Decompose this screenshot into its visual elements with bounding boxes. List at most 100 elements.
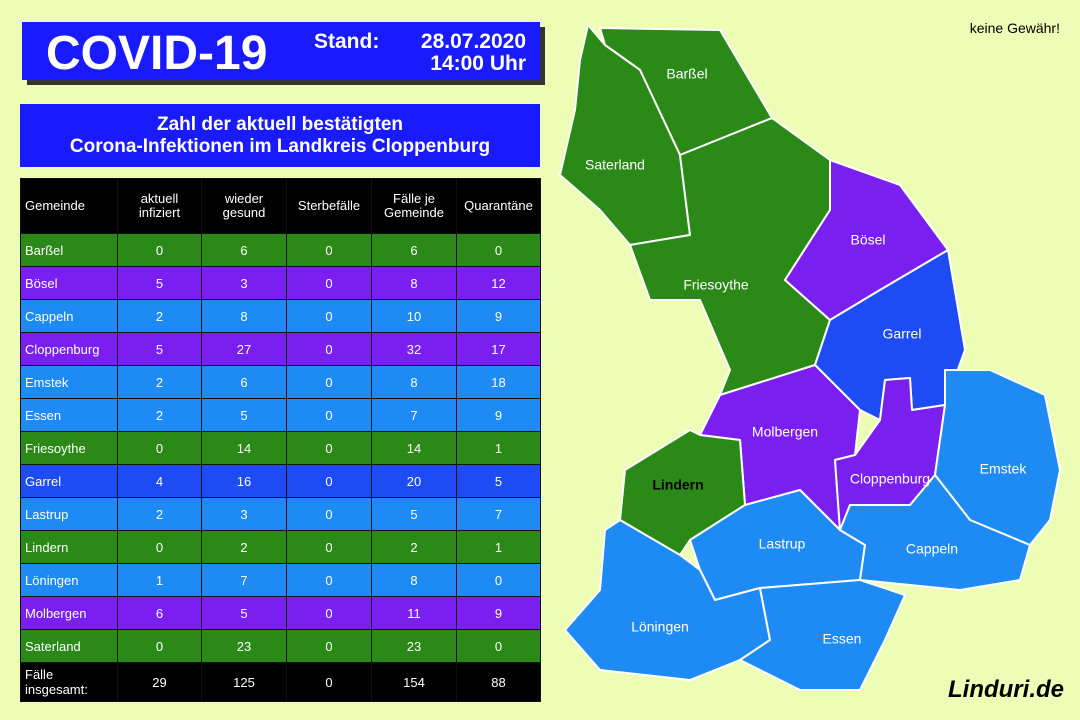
cell: 16 xyxy=(201,464,287,498)
region-label: Löningen xyxy=(631,619,689,635)
cell: 0 xyxy=(286,431,372,465)
cell: 0 xyxy=(456,563,541,597)
column-header: Gemeinde xyxy=(20,178,118,234)
cell: 0 xyxy=(117,530,202,564)
total-cell: 0 xyxy=(286,662,372,702)
cell: 7 xyxy=(201,563,287,597)
region-label: Essen xyxy=(823,631,862,647)
region-label: Lastrup xyxy=(759,536,806,552)
cell: 0 xyxy=(286,299,372,333)
cell: 2 xyxy=(201,530,287,564)
cell: 7 xyxy=(456,497,541,531)
table-row: Bösel 5 3 0 8 12 xyxy=(20,266,541,300)
cell: 6 xyxy=(201,365,287,399)
cell: 6 xyxy=(117,596,202,630)
cell: 0 xyxy=(286,596,372,630)
cell: 0 xyxy=(117,431,202,465)
cell: 5 xyxy=(117,266,202,300)
subtitle-line: Corona-Infektionen im Landkreis Cloppenb… xyxy=(69,136,491,157)
region-label: Emstek xyxy=(980,461,1028,477)
table: Gemeinde aktuell infiziert wieder gesund St… xyxy=(20,178,541,702)
row-label: Bösel xyxy=(20,266,118,300)
row-label: Lindern xyxy=(20,530,118,564)
region-label: Garrel xyxy=(883,326,922,342)
table-row: Cappeln 2 8 0 10 9 xyxy=(20,299,541,333)
cell: 12 xyxy=(456,266,541,300)
cell: 6 xyxy=(371,233,457,267)
row-label: Barßel xyxy=(20,233,118,267)
date: 28.07.2020 xyxy=(420,30,526,53)
row-label: Emstek xyxy=(20,365,118,399)
column-header: Quarantäne xyxy=(456,178,541,234)
subtitle-line: Zahl der aktuell bestätigten xyxy=(157,114,403,135)
stand-label: Stand: xyxy=(314,30,380,53)
cell: 14 xyxy=(371,431,457,465)
cell: 0 xyxy=(286,629,372,663)
total-cell: 29 xyxy=(117,662,202,702)
cell: 5 xyxy=(456,464,541,498)
region-label: Friesoythe xyxy=(683,277,749,293)
cell: 6 xyxy=(201,233,287,267)
region-label: Cappeln xyxy=(906,541,958,557)
cell: 3 xyxy=(201,266,287,300)
region-label: Barßel xyxy=(666,66,707,82)
subtitle: Zahl der aktuell bestätigten Corona-Infe… xyxy=(20,104,540,167)
cell: 0 xyxy=(117,233,202,267)
column-header: Sterbefälle xyxy=(286,178,372,234)
cell: 11 xyxy=(371,596,457,630)
total-cell: 154 xyxy=(371,662,457,702)
region xyxy=(739,579,906,691)
region xyxy=(839,474,1031,591)
cell: 27 xyxy=(201,332,287,366)
cell: 5 xyxy=(201,398,287,432)
header-row: Gemeinde aktuell infiziert wieder gesund St… xyxy=(20,178,541,234)
table-row: Lindern 0 2 0 2 1 xyxy=(20,530,541,564)
cell: 0 xyxy=(286,563,372,597)
cell: 14 xyxy=(201,431,287,465)
disclaimer: keine Gewähr! xyxy=(969,20,1060,36)
cell: 2 xyxy=(117,299,202,333)
table-row: Lastrup 2 3 0 5 7 xyxy=(20,497,541,531)
cell: 0 xyxy=(456,233,541,267)
cell: 23 xyxy=(371,629,457,663)
region-label: Cloppenburg xyxy=(850,471,930,487)
table-row: Barßel 0 6 0 6 0 xyxy=(20,233,541,267)
row-label: Friesoythe xyxy=(20,431,118,465)
cell: 7 xyxy=(371,398,457,432)
table-row: Essen 2 5 0 7 9 xyxy=(20,398,541,432)
cell: 8 xyxy=(201,299,287,333)
row-label: Essen xyxy=(20,398,118,432)
cell: 9 xyxy=(456,299,541,333)
cell: 2 xyxy=(117,365,202,399)
header: COVID-19 Stand: 28.07.2020 14:00 Uhr xyxy=(22,22,540,80)
cell: 0 xyxy=(286,464,372,498)
cell: 0 xyxy=(286,266,372,300)
region-label: Saterland xyxy=(585,157,645,173)
cell: 10 xyxy=(371,299,457,333)
cell: 1 xyxy=(456,530,541,564)
cell: 8 xyxy=(371,365,457,399)
region-label: Molbergen xyxy=(752,424,818,440)
region-label: Bösel xyxy=(850,232,885,248)
cell: 0 xyxy=(286,398,372,432)
time: 14:00 Uhr xyxy=(430,52,526,75)
table-row: Emstek 2 6 0 8 18 xyxy=(20,365,541,399)
cell: 32 xyxy=(371,332,457,366)
cell: 8 xyxy=(371,266,457,300)
table-row: Cloppenburg 5 27 0 32 17 xyxy=(20,332,541,366)
total-cell: 125 xyxy=(201,662,287,702)
table-row: Garrel 4 16 0 20 5 xyxy=(20,464,541,498)
cell: 3 xyxy=(201,497,287,531)
logo: Linduri.de xyxy=(948,676,1064,703)
row-label: Cappeln xyxy=(20,299,118,333)
total-label: Fälle insgesamt: xyxy=(20,662,118,702)
cell: 0 xyxy=(286,497,372,531)
cell: 5 xyxy=(117,332,202,366)
cell: 5 xyxy=(371,497,457,531)
cell: 2 xyxy=(371,530,457,564)
row-label: Löningen xyxy=(20,563,118,597)
cell: 18 xyxy=(456,365,541,399)
cell: 2 xyxy=(117,398,202,432)
